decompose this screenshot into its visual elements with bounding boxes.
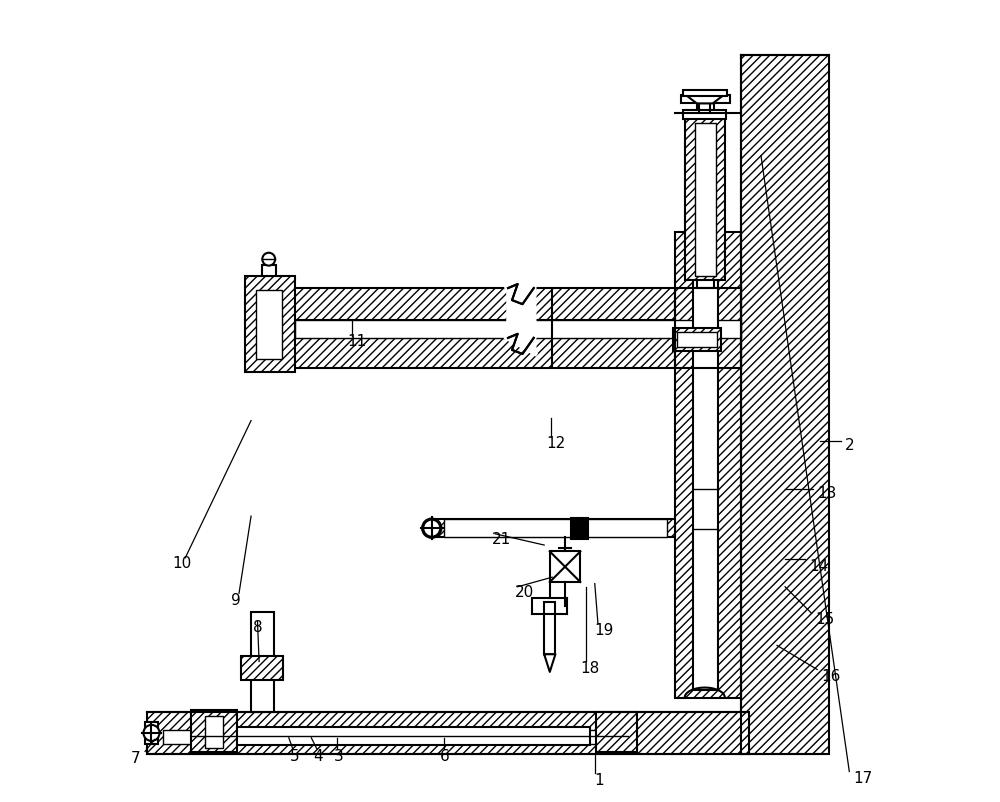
Bar (256, 291, 282, 359)
Text: 13: 13 (817, 486, 837, 500)
Circle shape (422, 519, 441, 538)
Bar (237, 727, 590, 745)
Text: 7: 7 (131, 751, 140, 765)
Bar (544, 602, 555, 654)
Bar (697, 104, 714, 289)
Text: 1: 1 (595, 772, 604, 787)
Circle shape (425, 522, 438, 535)
Text: 16: 16 (821, 668, 841, 683)
Bar (596, 712, 637, 752)
Polygon shape (544, 654, 555, 672)
Text: 10: 10 (172, 556, 192, 570)
Bar (550, 552, 580, 582)
Bar (295, 321, 741, 338)
Text: 6: 6 (440, 748, 450, 763)
Polygon shape (686, 96, 723, 104)
Bar (247, 289, 741, 321)
Bar (147, 712, 749, 754)
Bar (693, 265, 718, 690)
Text: 8: 8 (253, 620, 262, 634)
Text: 18: 18 (580, 660, 600, 674)
Text: 21: 21 (492, 532, 511, 546)
Bar (205, 716, 223, 748)
Text: 19: 19 (595, 622, 614, 637)
Bar (677, 333, 717, 347)
Bar (262, 265, 276, 277)
Bar (436, 520, 675, 537)
Bar (675, 233, 741, 698)
Bar (145, 722, 158, 744)
Bar (241, 656, 283, 680)
Text: 5: 5 (290, 748, 299, 763)
Circle shape (143, 725, 160, 741)
Text: 9: 9 (231, 593, 241, 607)
Bar (695, 124, 716, 277)
Bar (681, 96, 730, 104)
Text: 4: 4 (314, 748, 323, 763)
Circle shape (262, 253, 275, 266)
Text: 17: 17 (853, 771, 873, 785)
Bar (741, 56, 829, 754)
Bar (571, 518, 588, 539)
Text: 15: 15 (816, 612, 835, 626)
Bar (245, 277, 295, 373)
Text: 11: 11 (347, 334, 367, 348)
Bar (685, 112, 725, 281)
Bar (683, 91, 727, 97)
Bar (251, 612, 274, 712)
Bar (444, 520, 667, 537)
Bar (683, 111, 726, 120)
Bar (673, 329, 721, 351)
Bar (191, 711, 237, 752)
Bar (163, 730, 628, 744)
Text: 20: 20 (514, 585, 534, 599)
Text: 2: 2 (845, 438, 855, 452)
Text: 3: 3 (334, 748, 344, 763)
Bar (247, 338, 741, 369)
Text: 14: 14 (809, 558, 828, 573)
Text: 12: 12 (547, 435, 566, 450)
